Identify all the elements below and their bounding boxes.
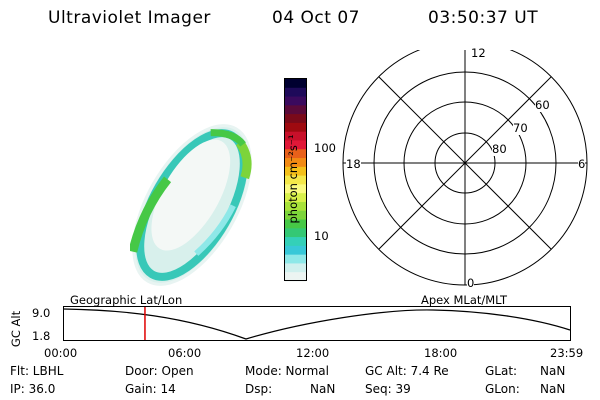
colorbar-band (285, 158, 306, 168)
glon-value: NaN (540, 382, 566, 396)
colorbar-band (285, 131, 306, 141)
colorbar-band (285, 263, 306, 273)
colorbar-band (285, 210, 306, 221)
lat-label-60: 60 (535, 98, 550, 112)
colorbar-band (285, 122, 306, 133)
colorbar-band (285, 175, 306, 185)
mlt-label-0: 0 (467, 276, 475, 290)
colorbar-tick-100: 100 (314, 141, 336, 155)
colorbar-band (285, 140, 306, 150)
gc-alt-info: GC Alt: 7.4 Re (365, 364, 449, 378)
time-tick-2359: 23:59 (550, 346, 584, 360)
colorbar-band (285, 254, 306, 264)
mlt-label-6: 6 (578, 157, 586, 171)
colorbar-tick-10: 10 (314, 229, 329, 243)
lat-label-70: 70 (513, 121, 528, 135)
time-tick-0600: 06:00 (168, 346, 202, 360)
time-label: 03:50:37 UT (428, 8, 539, 28)
altitude-timeline-plot (63, 306, 571, 341)
ip-info: IP: 36.0 (10, 382, 56, 396)
colorbar-band (285, 96, 306, 106)
colorbar-band (285, 79, 306, 89)
mode-info: Mode: Normal (245, 364, 329, 378)
colorbar-band (285, 87, 306, 98)
timeline-right-title: Apex MLat/MLT (421, 293, 508, 307)
glat-value: NaN (540, 364, 566, 378)
lat-label-80: 80 (492, 142, 507, 156)
colorbar-band (285, 184, 306, 194)
gain-info: Gain: 14 (125, 382, 176, 396)
mlt-label-18: 18 (346, 157, 361, 171)
time-tick-1800: 18:00 (424, 346, 458, 360)
date-label: 04 Oct 07 (272, 8, 360, 28)
timeline-left-title: Geographic Lat/Lon (70, 293, 183, 307)
colorbar-band (285, 193, 306, 203)
seq-info: Seq: 39 (365, 382, 411, 396)
door-info: Door: Open (125, 364, 194, 378)
colorbar-band (285, 149, 306, 159)
colorbar-band (285, 166, 306, 177)
dsp-info: Dsp: (245, 382, 273, 396)
auroral-image (130, 124, 252, 286)
timeline-axis-label: GC Alt (9, 310, 23, 348)
mlt-label-12: 12 (471, 46, 486, 60)
time-tick-1200: 12:00 (296, 346, 330, 360)
colorbar-band (285, 228, 306, 238)
timeline-ymax: 9.0 (32, 306, 51, 320)
colorbar-band (285, 201, 306, 212)
colorbar-band (285, 237, 306, 247)
polar-grid (342, 50, 588, 286)
colorbar-unit-label: photon cm⁻²s⁻¹ (286, 134, 300, 224)
colorbar-band (285, 105, 306, 115)
time-tick-0000: 00:00 (44, 346, 78, 360)
timeline-ymin: 1.8 (32, 329, 51, 343)
colorbar-band (285, 272, 306, 282)
colorbar-band (285, 219, 306, 229)
instrument-title: Ultraviolet Imager (48, 8, 211, 28)
colorbar-band (285, 245, 306, 256)
colorbar-band (285, 114, 306, 124)
filter-info: Flt: LBHL (10, 364, 64, 378)
glat-info: GLat: (485, 364, 518, 378)
color-scale-bar (284, 78, 307, 282)
glon-info: GLon: (485, 382, 520, 396)
dsp-value: NaN (310, 382, 336, 396)
